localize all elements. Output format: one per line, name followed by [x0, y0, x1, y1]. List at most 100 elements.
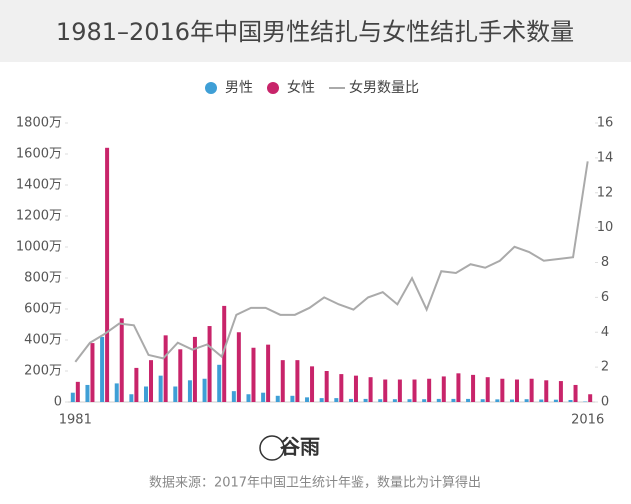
bar [422, 399, 426, 402]
bar [437, 399, 441, 402]
y-tick-label: 600万 [24, 302, 62, 317]
bar [539, 400, 543, 402]
bar [178, 349, 182, 402]
bar [349, 399, 353, 402]
bar [325, 371, 329, 402]
bar [203, 379, 207, 402]
y2-tick-label: 0 [601, 395, 609, 410]
bar [188, 380, 192, 402]
bar [115, 383, 119, 402]
legend-marker [267, 82, 279, 94]
bar [569, 400, 573, 402]
y2-tick-label: 6 [601, 290, 609, 305]
bar [486, 377, 490, 402]
bar [525, 399, 529, 402]
y2-tick-label: 2 [601, 360, 609, 375]
y-tick-label: 800万 [24, 271, 62, 286]
bar [554, 400, 558, 402]
y-tick-label: 0 [54, 395, 62, 410]
bar [134, 368, 138, 402]
y-tick-label: 400万 [24, 333, 62, 348]
bar [310, 366, 314, 402]
bar [105, 148, 109, 402]
bar [281, 360, 285, 402]
chart-title: 1981–2016年中国男性结扎与女性结扎手术数量 [56, 18, 574, 46]
bar [378, 399, 382, 402]
x-tick-label: 2016 [571, 413, 604, 428]
y-tick-label: 1800万 [16, 116, 62, 131]
ratio-line [75, 161, 587, 362]
bar [364, 399, 368, 402]
bar [515, 380, 519, 402]
bar [442, 376, 446, 402]
bar [544, 380, 548, 402]
bar [266, 345, 270, 402]
bar [413, 380, 417, 402]
source-note: 数据来源：2017年中国卫生统计年鉴，数量比为计算得出 [149, 475, 481, 491]
bar [149, 360, 153, 402]
bar [237, 332, 241, 402]
bar [471, 375, 475, 402]
legend-label: 女男数量比 [349, 79, 419, 96]
bar [144, 387, 148, 403]
bar [76, 382, 80, 402]
bar [510, 400, 514, 402]
bar [451, 399, 455, 402]
bar [495, 399, 499, 402]
bar [129, 394, 133, 402]
bar [500, 379, 504, 402]
bar [383, 380, 387, 402]
y2-tick-label: 10 [597, 220, 614, 235]
bar [295, 360, 299, 402]
bar [159, 376, 163, 402]
logo: 谷雨 [280, 435, 320, 459]
y2-tick-label: 12 [597, 185, 614, 200]
y-tick-label: 1400万 [16, 178, 62, 193]
bar [276, 396, 280, 402]
bar [393, 399, 397, 402]
bar [334, 398, 338, 402]
bar [320, 398, 324, 402]
bar [193, 337, 197, 402]
y-tick-label: 1200万 [16, 209, 62, 224]
bar [251, 348, 255, 402]
bar [408, 399, 412, 402]
bar [339, 374, 343, 402]
bar [164, 335, 168, 402]
bar [100, 337, 104, 402]
bar [398, 380, 402, 402]
bar [427, 379, 431, 402]
x-tick-label: 1981 [59, 413, 92, 428]
bar [354, 376, 358, 402]
bar [290, 396, 294, 402]
legend-marker [205, 82, 217, 94]
bar [481, 399, 485, 402]
bar [261, 393, 265, 402]
y-tick-label: 200万 [24, 364, 62, 379]
bar [173, 387, 177, 403]
bar [120, 318, 124, 402]
bar [305, 397, 309, 402]
bar [559, 381, 563, 402]
bar [217, 365, 221, 402]
bar [530, 379, 534, 402]
bar [90, 343, 94, 402]
y-tick-label: 1600万 [16, 147, 62, 162]
bar [208, 326, 212, 402]
y2-tick-label: 4 [601, 325, 609, 340]
bar [232, 391, 236, 402]
bar [71, 393, 75, 402]
bar [369, 377, 373, 402]
y2-tick-label: 14 [597, 150, 614, 165]
bar [246, 394, 250, 402]
y2-tick-label: 16 [597, 116, 614, 131]
legend-label: 女性 [287, 79, 315, 96]
bar [85, 385, 89, 402]
bar [574, 385, 578, 402]
bar [466, 399, 470, 402]
y2-tick-label: 8 [601, 255, 609, 270]
bar [588, 394, 592, 402]
y-tick-label: 1000万 [16, 240, 62, 255]
